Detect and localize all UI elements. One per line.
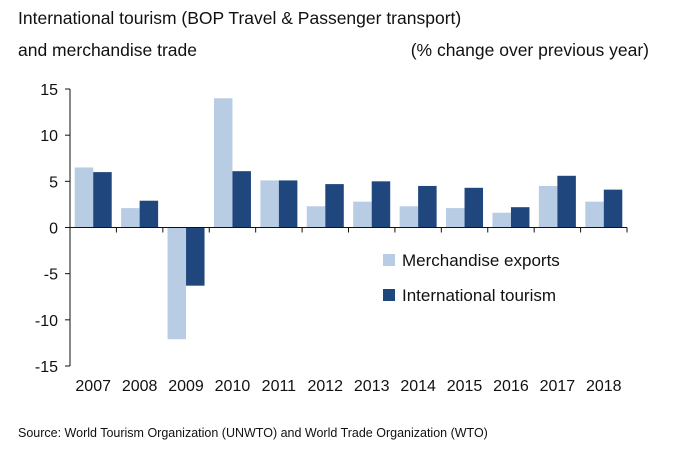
bar-merchandise-2010 bbox=[213, 98, 233, 228]
legend-label: Merchandise exports bbox=[402, 251, 560, 270]
bar-merchandise-2009 bbox=[167, 227, 187, 340]
x-tick-label: 2012 bbox=[307, 378, 343, 395]
bar-tourism-2014 bbox=[418, 185, 437, 228]
bar-merchandise-2011 bbox=[260, 180, 279, 228]
legend-swatch bbox=[383, 254, 395, 266]
x-tick-label: 2016 bbox=[493, 378, 529, 395]
bar-tourism-2008 bbox=[139, 200, 159, 228]
x-tick-label: 2009 bbox=[168, 378, 204, 395]
y-tick-label: 15 bbox=[40, 82, 58, 99]
bar-merchandise-2017 bbox=[538, 185, 558, 228]
x-tick-label: 2008 bbox=[122, 378, 158, 395]
bar-merchandise-2008 bbox=[121, 208, 140, 228]
chart-title-line1: International tourism (BOP Travel & Pass… bbox=[18, 8, 462, 28]
bar-tourism-2018 bbox=[603, 189, 623, 228]
legend-label: International tourism bbox=[402, 286, 556, 305]
bar-merchandise-2007 bbox=[74, 167, 94, 228]
legend-swatch bbox=[383, 289, 395, 301]
bar-tourism-2013 bbox=[371, 181, 391, 228]
y-tick-label: -5 bbox=[44, 267, 58, 284]
x-tick-label: 2014 bbox=[400, 378, 436, 395]
x-tick-label: 2018 bbox=[586, 378, 622, 395]
bar-tourism-2007 bbox=[93, 172, 112, 228]
bar-merchandise-2018 bbox=[585, 201, 604, 228]
bar-tourism-2015 bbox=[464, 187, 484, 228]
x-tick-label: 2011 bbox=[262, 378, 297, 395]
source-note: Source: World Tourism Organization (UNWT… bbox=[18, 426, 488, 440]
y-tick-label: -10 bbox=[35, 313, 58, 330]
bar-tourism-2016 bbox=[510, 207, 530, 228]
bar-merchandise-2015 bbox=[446, 208, 465, 228]
bar-chart: -15 -10 -5 0 5 10 15 2007 2008 2009 2010 2011 2012 20… bbox=[35, 82, 628, 395]
x-tick-label: 2010 bbox=[215, 378, 251, 395]
bar-tourism-2011 bbox=[278, 180, 298, 228]
bar-tourism-2017 bbox=[557, 175, 576, 228]
x-tick-label: 2013 bbox=[354, 378, 390, 395]
bar-tourism-2009 bbox=[186, 227, 205, 286]
y-tick-label: 0 bbox=[49, 221, 58, 238]
bar-merchandise-2014 bbox=[399, 206, 419, 228]
bar-merchandise-2016 bbox=[492, 212, 511, 228]
bar-merchandise-2012 bbox=[306, 206, 326, 228]
chart-unit-label: (% change over previous year) bbox=[410, 40, 649, 60]
y-tick-label: -15 bbox=[35, 359, 58, 376]
bar-tourism-2010 bbox=[232, 171, 251, 228]
y-tick-label: 5 bbox=[49, 174, 58, 191]
x-tick-label: 2007 bbox=[75, 378, 111, 395]
x-tick-label: 2017 bbox=[540, 378, 576, 395]
bar-merchandise-2013 bbox=[353, 201, 372, 228]
chart-title-line2: and merchandise trade bbox=[18, 40, 197, 60]
x-tick-label: 2015 bbox=[447, 378, 483, 395]
y-tick-label: 10 bbox=[40, 128, 58, 145]
bar-tourism-2012 bbox=[325, 184, 344, 228]
